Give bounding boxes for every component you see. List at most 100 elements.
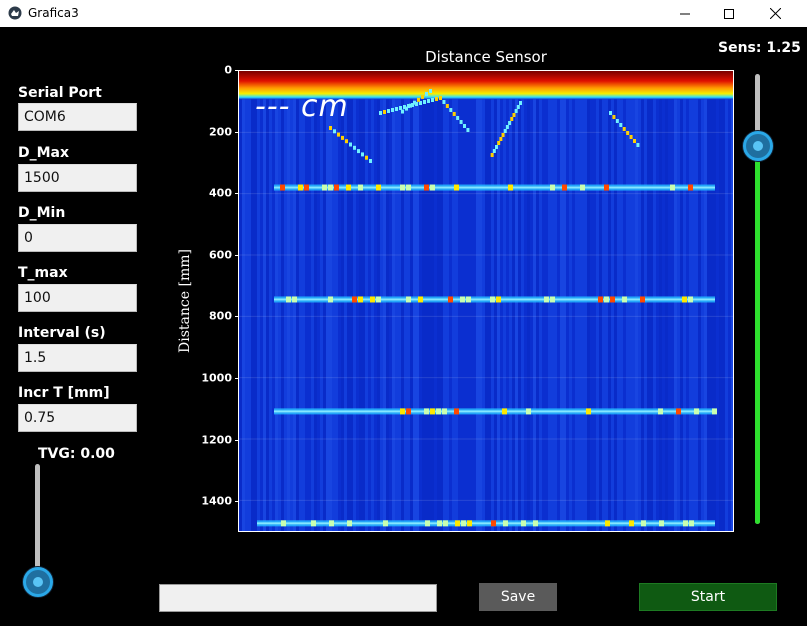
echo-hotspot (370, 296, 375, 303)
echo-hotspot (281, 520, 286, 527)
echo-hotspot (622, 296, 627, 303)
echo-hotspot (461, 520, 466, 527)
status-text-field[interactable] (159, 584, 437, 612)
heatmap-column (245, 71, 248, 531)
echo-hotspot (490, 296, 495, 303)
reflection-streak (329, 126, 332, 130)
reflection-streak (353, 145, 356, 150)
reflection-streak (407, 104, 410, 108)
reflection-streak (405, 106, 408, 111)
reflection-streak (622, 127, 626, 131)
reflection-streak (463, 124, 466, 128)
serial-port-input[interactable] (18, 103, 137, 131)
start-button[interactable]: Start (639, 583, 777, 611)
echo-hotspot (676, 408, 681, 415)
heatmap-column (239, 71, 242, 531)
echo-hotspot (430, 184, 435, 191)
close-icon (769, 8, 781, 19)
echo-hotspot (670, 184, 675, 191)
reflection-streak (514, 109, 518, 113)
echo-hotspot (376, 296, 381, 303)
y-tick-label: 0 (224, 63, 232, 77)
d-max-input[interactable] (18, 164, 137, 192)
echo-hotspot (629, 520, 634, 527)
echo-hotspot (460, 296, 465, 303)
reflection-streak (626, 131, 630, 135)
minimize-button[interactable] (662, 0, 708, 27)
incr-t-input[interactable] (18, 404, 137, 432)
maximize-button[interactable] (706, 0, 752, 27)
reflection-streak (619, 123, 623, 127)
reflection-streak (425, 91, 428, 96)
echo-hotspot (443, 520, 448, 527)
y-tick-mark (235, 193, 240, 195)
y-tick-mark (235, 131, 240, 133)
reflection-streak (415, 102, 418, 106)
echo-hotspot (406, 408, 411, 415)
reflection-streak (445, 104, 449, 108)
reflection-streak (399, 106, 402, 110)
heatmap-column (725, 71, 728, 531)
echo-hotspot (454, 408, 459, 415)
reflection-streak (341, 135, 344, 140)
sens-slider-handle[interactable] (743, 131, 773, 161)
echo-hotspot (658, 408, 663, 415)
reflection-streak (349, 142, 352, 147)
reflection-streak (419, 101, 422, 105)
echo-hotspot (328, 296, 333, 303)
reflection-streak (497, 141, 501, 145)
echo-hotspot (424, 184, 429, 191)
echo-band-core (257, 522, 715, 525)
reflection-streak (508, 121, 512, 125)
heatmap-column (722, 71, 725, 531)
echo-hotspot (425, 520, 430, 527)
reflection-streak (503, 129, 507, 133)
interval-input[interactable] (18, 344, 137, 372)
echo-hotspot (334, 184, 339, 191)
reflection-streak (439, 96, 442, 100)
echo-hotspot (712, 408, 717, 415)
y-tick-label: 400 (209, 186, 232, 200)
echo-hotspot (508, 184, 513, 191)
tvg-label: TVG: 0.00 (38, 446, 115, 462)
reflection-streak (421, 94, 424, 99)
close-button[interactable] (752, 0, 798, 27)
echo-hotspot (418, 296, 423, 303)
reflection-streak (615, 119, 619, 123)
y-tick-label: 1400 (201, 494, 232, 508)
save-button[interactable]: Save (479, 583, 557, 611)
echo-hotspot (376, 184, 381, 191)
reflection-streak (501, 133, 505, 137)
heatmap-column (266, 71, 269, 531)
reflection-streak (609, 111, 612, 115)
reflection-streak (369, 159, 372, 163)
y-tick-mark (235, 501, 240, 503)
reflection-streak (417, 97, 420, 102)
distance-readout: --- cm (255, 89, 349, 124)
y-tick-label: 1200 (201, 433, 232, 447)
reflection-streak (383, 110, 386, 114)
echo-hotspot (322, 184, 327, 191)
reflection-streak (492, 149, 496, 153)
y-tick-label: 200 (209, 125, 232, 139)
echo-hotspot (502, 408, 507, 415)
d-min-input[interactable] (18, 224, 137, 252)
echo-hotspot (688, 184, 693, 191)
tvg-slider-track[interactable] (35, 464, 40, 580)
echo-hotspot (311, 520, 316, 527)
echo-hotspot (610, 296, 615, 303)
echo-hotspot (562, 184, 567, 191)
d-min-label: D_Min (18, 205, 66, 221)
heatmap-column (263, 71, 266, 531)
echo-hotspot (346, 184, 351, 191)
t-max-input[interactable] (18, 284, 137, 312)
heatmap-column (731, 71, 733, 531)
echo-hotspot (491, 520, 496, 527)
y-tick-label: 600 (209, 248, 232, 262)
tvg-slider-handle[interactable] (23, 567, 53, 597)
y-tick-label: 1000 (201, 371, 232, 385)
reflection-streak (456, 116, 460, 120)
echo-hotspot (329, 520, 334, 527)
echo-hotspot (521, 520, 526, 527)
echo-hotspot (580, 184, 585, 191)
